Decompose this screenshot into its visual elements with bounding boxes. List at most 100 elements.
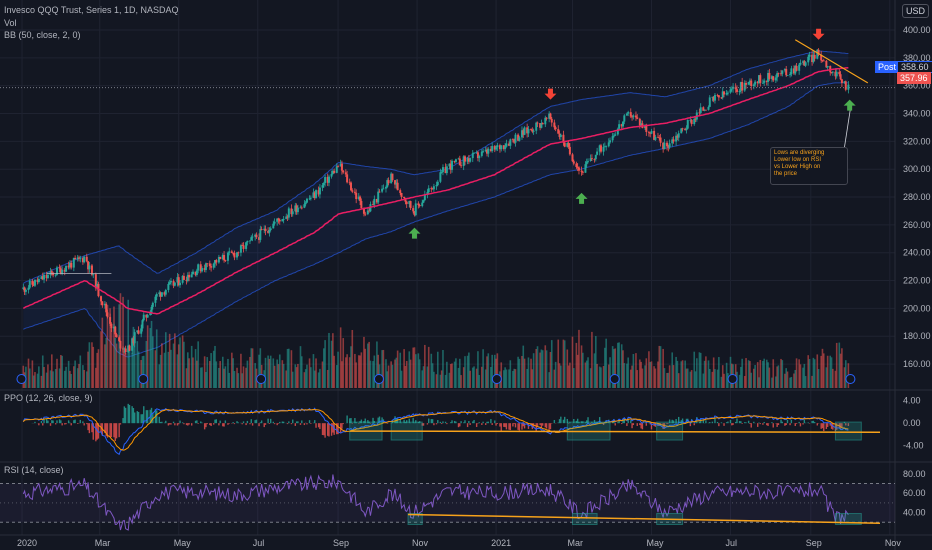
volume-bar xyxy=(38,366,40,388)
volume-bar xyxy=(251,348,254,388)
volume-bar xyxy=(702,373,705,388)
volume-bar xyxy=(626,363,628,388)
volume-bar xyxy=(386,371,389,388)
volume-bar xyxy=(659,346,662,388)
candle-body xyxy=(431,188,434,190)
candle-body xyxy=(372,204,375,205)
ppo-histogram-bar xyxy=(317,423,320,428)
candle-body xyxy=(403,196,406,198)
candle-body xyxy=(627,112,630,114)
currency-button[interactable]: USD xyxy=(902,4,930,18)
price-axis-label: 320.00 xyxy=(903,136,931,146)
volume-bar xyxy=(345,357,347,388)
volume-bar xyxy=(439,374,442,388)
ppo-histogram-bar xyxy=(494,420,496,424)
volume-bar xyxy=(714,369,716,388)
volume-bar xyxy=(671,352,674,388)
candle-body xyxy=(96,283,99,289)
ppo-histogram-bar xyxy=(354,418,356,424)
ppo-histogram-bar xyxy=(185,423,188,426)
ppo-histogram-bar xyxy=(821,423,824,429)
candle-body xyxy=(804,62,807,66)
volume-bar xyxy=(649,361,652,388)
candle-body xyxy=(463,156,466,162)
ppo-histogram-bar xyxy=(747,420,750,424)
candle-body xyxy=(149,312,152,316)
volume-bar xyxy=(578,329,580,388)
ppo-histogram-bar xyxy=(759,423,761,425)
rsi-highlight-box xyxy=(571,513,598,526)
volume-bar xyxy=(246,360,249,388)
candle-body xyxy=(514,134,517,143)
candle-body xyxy=(668,143,671,148)
candle-body xyxy=(761,82,764,84)
candle-body xyxy=(423,194,426,201)
candle-body xyxy=(526,127,529,134)
volume-bar xyxy=(609,357,611,388)
candle-body xyxy=(725,93,728,95)
ppo-histogram-bar xyxy=(589,423,592,424)
volume-bar xyxy=(348,357,351,388)
volume-bar xyxy=(620,344,623,388)
ppo-histogram-bar xyxy=(263,423,265,428)
ppo-histogram-bar xyxy=(514,423,517,428)
ppo-histogram-bar xyxy=(566,418,569,424)
candle-body xyxy=(712,96,715,101)
volume-bar xyxy=(718,357,720,388)
candle-body xyxy=(527,128,530,134)
candle-body xyxy=(553,122,556,128)
candle-body xyxy=(112,326,115,329)
candle-body xyxy=(708,97,711,107)
ppo-histogram-bar xyxy=(830,423,833,429)
candle-body xyxy=(558,133,561,137)
candle-body xyxy=(699,107,702,113)
ppo-histogram-bar xyxy=(267,418,269,424)
candle-body xyxy=(103,303,106,306)
candle-body xyxy=(109,317,112,324)
rsi-axis-label: 80.00 xyxy=(903,469,926,479)
candle-body xyxy=(164,289,167,295)
volume-bar xyxy=(745,358,747,388)
volume-bar xyxy=(685,368,688,388)
ppo-histogram-bar xyxy=(279,421,281,424)
volume-bar xyxy=(60,354,62,388)
ppo-histogram-bar xyxy=(218,423,220,426)
volume-bar xyxy=(451,363,453,388)
volume-bar xyxy=(703,360,706,388)
volume-bar xyxy=(122,296,124,388)
candle-body xyxy=(285,216,288,219)
candle-body xyxy=(502,145,505,150)
volume-bar xyxy=(817,369,820,388)
candle-body xyxy=(786,75,789,76)
volume-bar xyxy=(464,356,466,388)
volume-bar xyxy=(741,358,743,388)
ppo-histogram-bar xyxy=(478,422,480,424)
volume-bar xyxy=(417,353,420,388)
volume-bar xyxy=(658,345,661,388)
volume-bar xyxy=(32,375,35,388)
candle-body xyxy=(453,160,456,162)
candle-body xyxy=(272,223,275,229)
candle-body xyxy=(571,154,574,162)
ppo-histogram-bar xyxy=(124,407,127,424)
candle-body xyxy=(351,190,354,192)
ppo-histogram-bar xyxy=(295,421,298,424)
volume-bar xyxy=(469,370,471,388)
ppo-histogram-bar xyxy=(614,423,616,426)
candle-body xyxy=(732,86,735,89)
ppo-histogram-bar xyxy=(841,423,843,428)
ppo-histogram-bar xyxy=(128,404,131,424)
candle-body xyxy=(172,281,175,286)
candle-body xyxy=(239,245,242,253)
ppo-histogram-bar xyxy=(315,423,317,428)
candle-body xyxy=(300,207,303,209)
candle-body xyxy=(451,160,454,170)
candle-body xyxy=(629,112,632,117)
candle-body xyxy=(74,257,77,260)
candle-body xyxy=(208,263,211,267)
dividend-marker-icon xyxy=(373,374,384,384)
ppo-histogram-bar xyxy=(503,423,505,427)
volume-bar xyxy=(377,354,380,388)
volume-bar xyxy=(765,359,768,388)
